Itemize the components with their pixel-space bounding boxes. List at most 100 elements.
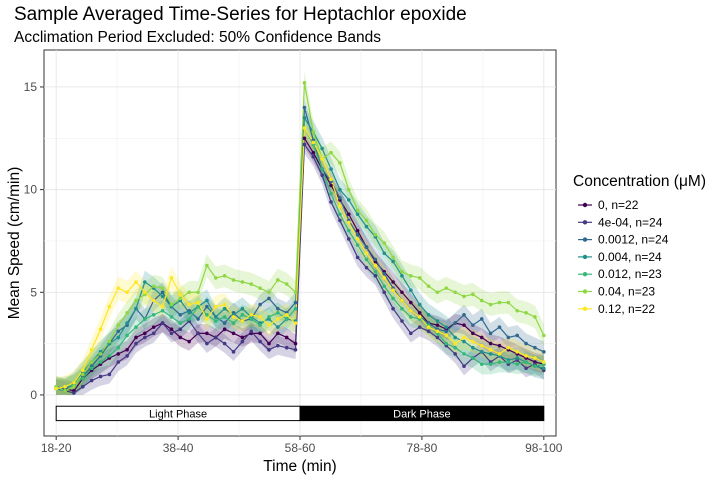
data-point: [213, 304, 218, 309]
data-point: [196, 290, 200, 295]
data-point: [116, 286, 121, 290]
data-point: [338, 196, 342, 200]
data-point: [160, 290, 165, 295]
data-point: [497, 325, 502, 329]
data-point: [240, 319, 245, 323]
data-point: [364, 251, 369, 256]
data-point: [338, 187, 342, 192]
data-point: [187, 302, 191, 307]
data-point: [258, 323, 262, 327]
legend-key-point: [582, 254, 588, 260]
data-point: [196, 304, 200, 309]
data-point: [542, 333, 546, 338]
data-point: [346, 187, 351, 192]
data-point: [222, 315, 227, 319]
legend-key-point: [582, 220, 588, 225]
data-point: [338, 204, 342, 208]
legend-label: 0.04, n=23: [598, 285, 655, 299]
legend-label: 0.0012, n=24: [598, 233, 669, 247]
data-point: [417, 325, 422, 329]
data-point: [346, 212, 351, 217]
data-point: [72, 380, 76, 385]
data-point: [134, 335, 138, 340]
data-point: [63, 384, 67, 389]
data-point: [471, 339, 475, 344]
data-point: [240, 335, 245, 340]
data-point: [435, 290, 440, 295]
data-point: [533, 356, 537, 360]
series-points: [54, 81, 546, 395]
data-point: [479, 343, 484, 348]
data-point: [98, 360, 103, 364]
data-point: [169, 315, 174, 319]
data-point: [125, 311, 129, 315]
data-point: [373, 269, 378, 274]
data-point: [276, 317, 280, 321]
x-tick-label: 98-100: [525, 441, 563, 455]
data-point: [72, 384, 76, 389]
data-point: [391, 288, 395, 293]
data-point: [462, 364, 466, 368]
data-point: [143, 317, 147, 321]
data-point: [542, 360, 546, 364]
data-point: [134, 298, 138, 303]
data-point: [320, 167, 324, 171]
data-point: [258, 286, 262, 290]
data-point: [515, 350, 520, 354]
data-point: [302, 105, 307, 110]
x-axis-title: Time (min): [263, 458, 336, 475]
data-point: [258, 339, 262, 344]
data-point: [284, 335, 289, 340]
data-point: [240, 280, 245, 284]
data-point: [160, 304, 165, 309]
data-point: [515, 356, 520, 360]
data-point: [515, 362, 520, 366]
data-point: [284, 345, 289, 350]
data-point: [116, 345, 121, 350]
data-point: [409, 288, 413, 293]
data-point: [462, 339, 466, 344]
data-point: [542, 366, 546, 371]
data-point: [125, 354, 129, 358]
data-point: [205, 304, 209, 309]
data-point: [302, 136, 307, 141]
data-point: [213, 315, 218, 319]
data-point: [125, 333, 129, 338]
data-point: [355, 237, 360, 241]
data-point: [533, 315, 537, 319]
data-point: [205, 313, 209, 317]
data-point: [267, 341, 271, 346]
data-point: [426, 329, 431, 334]
data-point: [293, 300, 298, 305]
data-point: [400, 319, 404, 323]
data-point: [409, 308, 413, 313]
data-point: [373, 274, 378, 278]
data-point: [196, 300, 200, 305]
data-point: [524, 360, 528, 364]
data-point: [453, 335, 457, 340]
phase-bar: Light Phase Dark Phase: [55, 405, 545, 422]
data-point: [169, 327, 174, 332]
data-point: [524, 354, 528, 358]
data-point: [249, 317, 254, 321]
legend-key-point: [582, 289, 588, 294]
data-point: [364, 245, 369, 249]
x-tick-label: 78-80: [407, 441, 438, 455]
data-point: [222, 306, 227, 311]
data-point: [382, 272, 387, 276]
data-point: [284, 282, 289, 286]
confidence-band: [56, 106, 544, 395]
data-point: [134, 280, 138, 284]
data-point: [462, 313, 466, 317]
confidence-band: [56, 116, 544, 395]
data-point: [533, 364, 537, 368]
y-tick-label: 0: [30, 388, 37, 402]
data-point: [89, 378, 94, 383]
data-point: [497, 352, 502, 356]
data-point: [409, 274, 413, 278]
data-point: [462, 294, 466, 299]
data-point: [471, 331, 475, 336]
data-point: [284, 313, 289, 317]
data-point: [320, 157, 324, 161]
data-point: [116, 335, 121, 340]
